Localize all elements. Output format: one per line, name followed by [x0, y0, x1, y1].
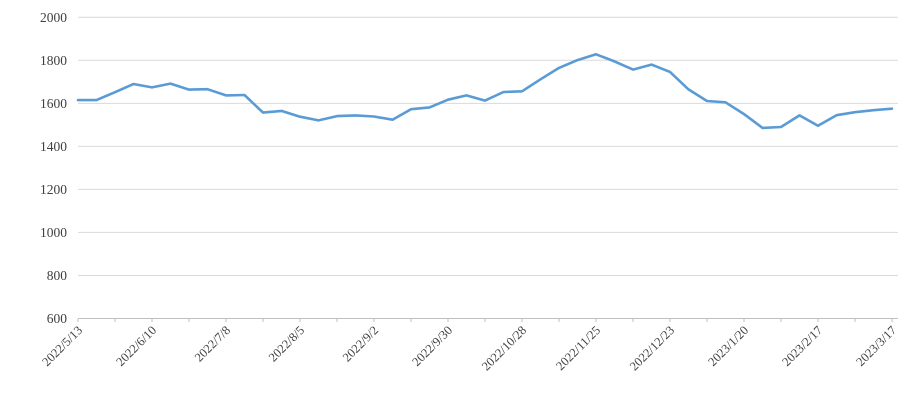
y-axis-label: 1000	[40, 225, 67, 240]
x-axis-label: 2022/9/30	[409, 323, 455, 369]
x-axis-label: 2022/11/25	[553, 323, 603, 373]
gridlines-group	[78, 16, 898, 276]
y-axis-label: 1400	[40, 139, 67, 154]
x-axis-label: 2022/5/13	[39, 323, 85, 369]
x-axis-label: 2023/3/17	[853, 323, 899, 369]
y-axis-label: 1800	[40, 53, 67, 68]
y-axis-label: 1600	[40, 96, 67, 111]
x-axis-label: 2022/7/8	[192, 323, 233, 364]
x-axis-label: 2022/6/10	[113, 323, 159, 369]
x-axis-labels-group: 2022/5/13 2022/6/10 2022/7/8 2022/8/5 2022/9…	[39, 323, 899, 373]
x-axis-label: 2023/1/20	[705, 323, 751, 369]
tick-marks-group	[77, 318, 893, 322]
x-axis-label: 2022/12/23	[627, 323, 677, 373]
y-axis-label: 800	[47, 268, 68, 283]
y-axis-label: 600	[47, 311, 68, 326]
x-axis-label: 2022/10/28	[479, 323, 529, 373]
y-axis-labels-group: 2000 1800 1600 1400 1200 1000 800 600	[40, 10, 67, 326]
y-axis-label: 1200	[40, 182, 67, 197]
x-axis-label: 2023/2/17	[779, 323, 825, 369]
x-axis-label: 2022/8/5	[266, 323, 307, 364]
y-axis-label: 2000	[40, 10, 67, 25]
x-axis-label: 2022/9/2	[340, 323, 381, 364]
data-series-line	[76, 52, 894, 130]
